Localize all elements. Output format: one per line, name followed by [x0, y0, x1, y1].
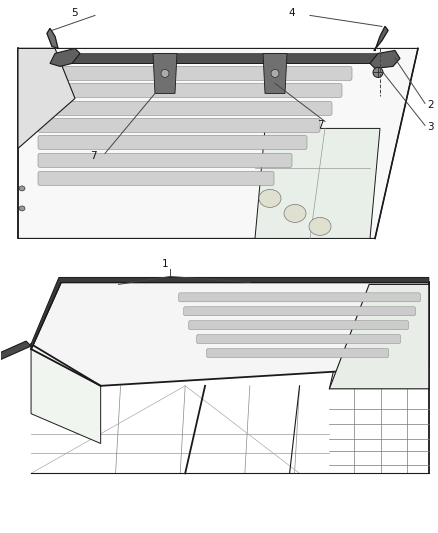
FancyBboxPatch shape: [38, 135, 307, 149]
Polygon shape: [255, 128, 380, 238]
Polygon shape: [31, 282, 429, 386]
Polygon shape: [55, 53, 395, 63]
Text: 3: 3: [427, 123, 434, 132]
Polygon shape: [50, 49, 80, 67]
Ellipse shape: [19, 186, 25, 191]
Text: 5: 5: [71, 9, 78, 19]
FancyBboxPatch shape: [38, 172, 274, 185]
Ellipse shape: [161, 69, 169, 77]
FancyBboxPatch shape: [38, 101, 332, 116]
FancyBboxPatch shape: [38, 84, 342, 98]
Ellipse shape: [309, 217, 331, 236]
Polygon shape: [31, 349, 101, 443]
FancyBboxPatch shape: [207, 349, 389, 358]
Polygon shape: [153, 53, 177, 93]
Ellipse shape: [373, 67, 383, 77]
FancyBboxPatch shape: [38, 118, 320, 132]
Polygon shape: [370, 51, 400, 68]
Polygon shape: [0, 341, 31, 366]
Ellipse shape: [259, 189, 281, 207]
Text: 7: 7: [317, 120, 324, 131]
Polygon shape: [374, 27, 388, 51]
FancyBboxPatch shape: [184, 307, 415, 316]
Text: 1: 1: [162, 260, 169, 270]
Text: 2: 2: [427, 100, 434, 110]
Polygon shape: [47, 28, 58, 49]
FancyBboxPatch shape: [197, 335, 400, 344]
FancyBboxPatch shape: [179, 293, 420, 302]
Ellipse shape: [271, 69, 279, 77]
Ellipse shape: [19, 206, 25, 211]
FancyBboxPatch shape: [38, 67, 352, 80]
Polygon shape: [31, 278, 429, 349]
Polygon shape: [18, 49, 75, 148]
FancyBboxPatch shape: [189, 321, 408, 329]
Ellipse shape: [284, 205, 306, 222]
FancyBboxPatch shape: [38, 154, 292, 167]
Text: 4: 4: [288, 9, 295, 19]
Polygon shape: [18, 49, 418, 238]
Text: 7: 7: [90, 151, 97, 161]
Polygon shape: [329, 285, 429, 389]
Polygon shape: [263, 53, 287, 93]
